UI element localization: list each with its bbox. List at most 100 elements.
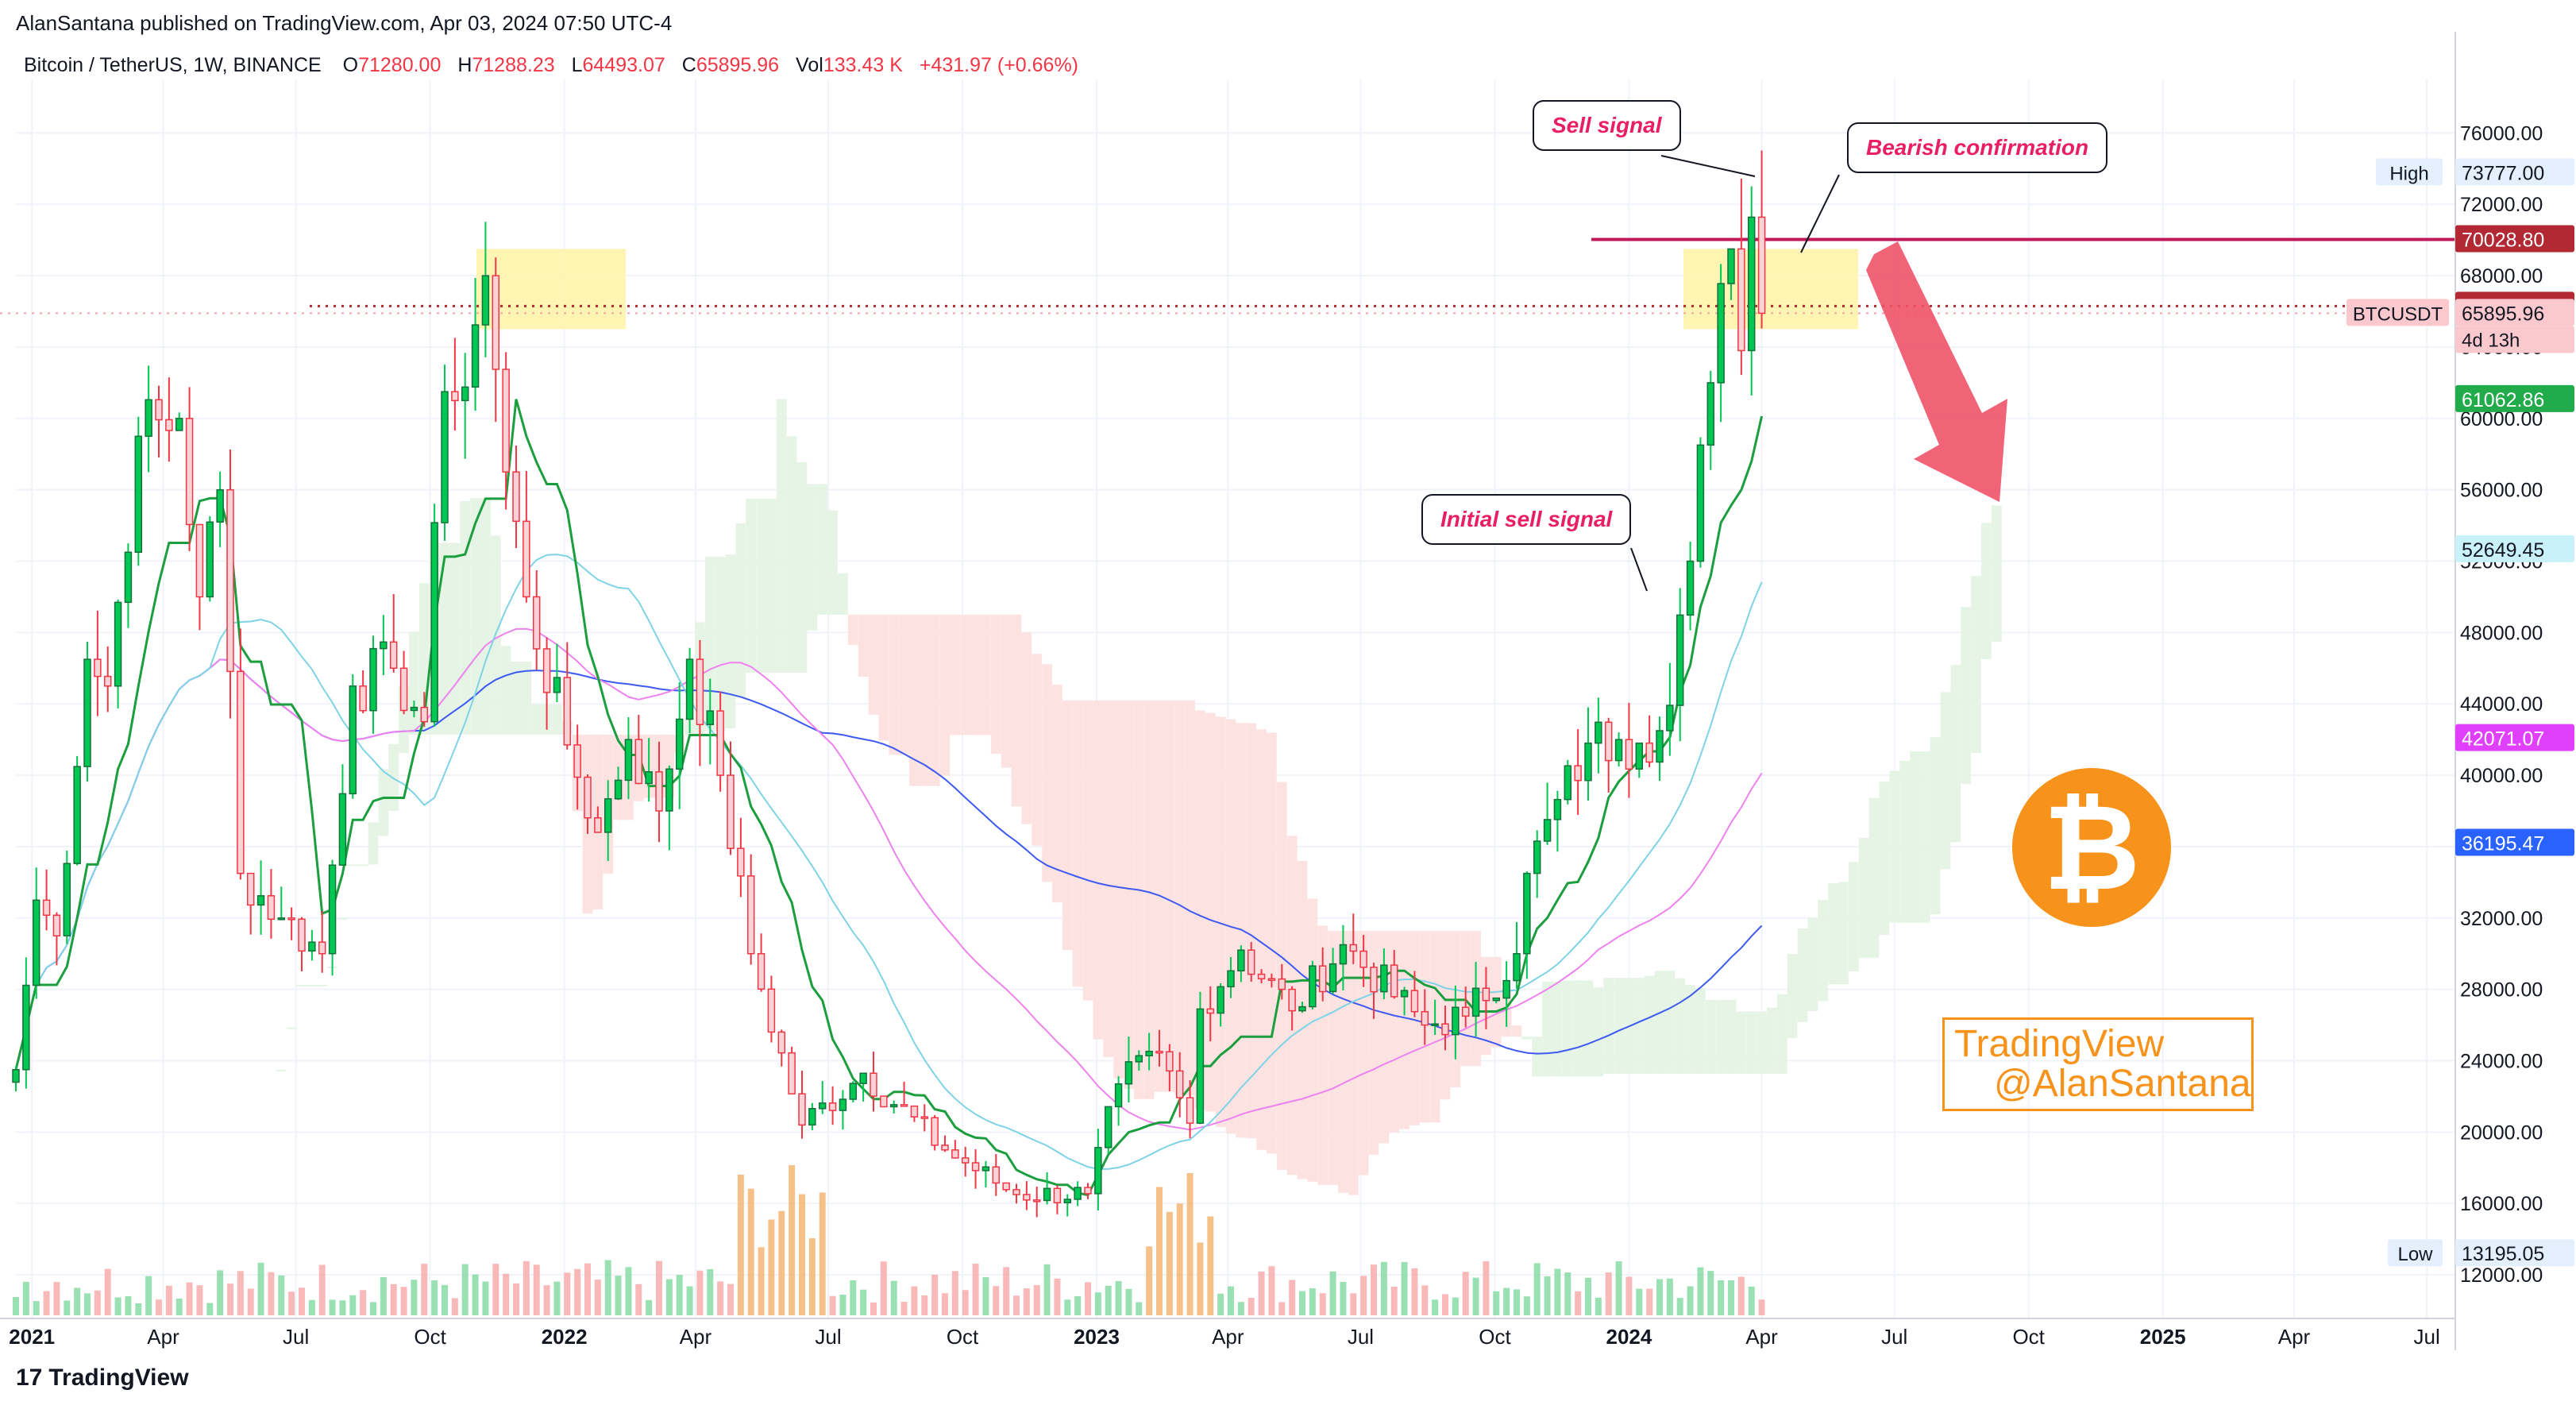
volume-bar	[1575, 1291, 1582, 1315]
volume-bar	[135, 1303, 142, 1315]
candle-body	[1309, 965, 1317, 1008]
cloud-segment	[1767, 1007, 1777, 1074]
cloud-segment	[715, 556, 726, 731]
candle-body	[1676, 614, 1684, 706]
volume-bar	[43, 1291, 50, 1315]
candle-body	[981, 1166, 990, 1172]
callout-initial-sell-signal: Initial sell signal	[1421, 494, 1632, 545]
cloud-segment	[858, 614, 869, 677]
price-tag-value: 42071.07	[2462, 728, 2544, 751]
cloud-segment	[1736, 1011, 1747, 1074]
x-tick-label: Apr	[147, 1325, 179, 1349]
candle-body	[716, 710, 724, 776]
x-tick-label: 2025	[2140, 1325, 2186, 1349]
candle-body	[389, 641, 398, 670]
price-tags: High73777.0070028.8066298.59BTCUSDT65895…	[2347, 158, 2574, 1267]
candle-body	[1318, 965, 1327, 993]
volume-bar	[1197, 1242, 1204, 1315]
cloud-segment	[970, 614, 981, 735]
cloud-segment	[1633, 978, 1645, 1074]
low-value: 64493.07	[582, 54, 665, 76]
volume-bar	[299, 1287, 305, 1315]
candle-body	[1023, 1194, 1031, 1201]
symbol-title[interactable]: Bitcoin / TetherUS, 1W, BINANCE	[24, 54, 322, 76]
cloud-segment	[1124, 700, 1134, 1090]
price-tag-value: 52649.45	[2462, 539, 2544, 562]
candle-body	[492, 275, 500, 370]
candle-body	[563, 677, 572, 746]
cloud-segment	[296, 985, 307, 987]
candle-body	[94, 658, 102, 677]
cloud-segment	[1542, 981, 1552, 1077]
volume-bar	[1350, 1293, 1357, 1315]
volume-bar	[237, 1271, 244, 1315]
cloud-segment	[1032, 654, 1043, 846]
callout-pointers	[1630, 155, 1840, 592]
down-arrow-icon	[1866, 241, 2007, 502]
callout-sell-signal: Sell signal	[1533, 100, 1681, 151]
tradingview-logo[interactable]: 17 TradingView	[16, 1365, 189, 1392]
candle-body	[1482, 987, 1490, 1002]
cloud-segment	[276, 1069, 287, 1071]
y-tick-label: 16000.00	[2460, 1193, 2543, 1215]
candle-body	[931, 1117, 939, 1146]
price-tag-value: 61062.86	[2462, 389, 2544, 411]
candle-body	[338, 793, 347, 866]
volume-bar	[421, 1264, 428, 1315]
candle-body	[1595, 721, 1602, 744]
cloud-segment	[1654, 971, 1665, 1074]
volume-bar	[339, 1300, 346, 1315]
candle-body	[573, 744, 581, 778]
candle-body	[1186, 1097, 1194, 1124]
candle-body	[1747, 216, 1756, 352]
cloud-segment	[1062, 700, 1073, 951]
cloud-segment	[1021, 632, 1032, 824]
volume-bar	[1329, 1271, 1336, 1315]
price-tag-value: 36195.47	[2462, 833, 2544, 855]
candle-body	[1492, 997, 1501, 1002]
cloud-segment	[950, 614, 961, 735]
y-tick-label: 40000.00	[2460, 765, 2543, 787]
low-label: L	[571, 54, 583, 76]
cloud-segment	[1919, 751, 1930, 923]
volume-bar	[1186, 1172, 1194, 1315]
volume-bar	[523, 1260, 530, 1315]
cloud-segment	[1828, 882, 1838, 985]
pointer-sell-signal	[1660, 155, 1756, 177]
candle-body	[441, 391, 449, 523]
volume-bar	[1554, 1268, 1561, 1315]
volume-bar	[278, 1275, 285, 1315]
cloud-segment	[1818, 900, 1829, 1002]
x-tick-label: Oct	[947, 1325, 979, 1349]
volume-bar	[789, 1165, 796, 1315]
volume-bar	[431, 1280, 438, 1315]
symbol-legend: Bitcoin / TetherUS, 1W, BINANCE O71280.0…	[24, 54, 1089, 77]
volume-bar	[890, 1280, 897, 1315]
volume-bar	[227, 1284, 233, 1315]
cloud-segment	[470, 498, 480, 735]
candle-body	[1359, 950, 1367, 968]
cloud-segment	[388, 743, 399, 811]
candle-body	[798, 1093, 806, 1126]
candle-body	[1614, 739, 1623, 762]
close-value: 65895.96	[696, 54, 780, 76]
cloud-segment	[1552, 981, 1563, 1077]
volume-bar	[962, 1290, 969, 1315]
candle-body	[665, 768, 673, 812]
candle-body	[430, 522, 438, 723]
volume-bar	[1237, 1302, 1244, 1315]
candle-body	[237, 670, 245, 874]
price-tag-bg	[2455, 1239, 2574, 1267]
candle-body	[1043, 1187, 1051, 1202]
volume-bar	[900, 1302, 908, 1315]
tag-label: High	[2389, 163, 2428, 184]
candle-body	[849, 1083, 858, 1100]
cloud-segment	[746, 498, 757, 673]
volume-bar	[880, 1261, 887, 1315]
volume-bar	[1462, 1272, 1469, 1315]
candle-body	[1666, 704, 1674, 732]
candle-body	[52, 914, 61, 937]
candle-body	[1717, 283, 1725, 384]
volume-bar	[1564, 1272, 1571, 1315]
